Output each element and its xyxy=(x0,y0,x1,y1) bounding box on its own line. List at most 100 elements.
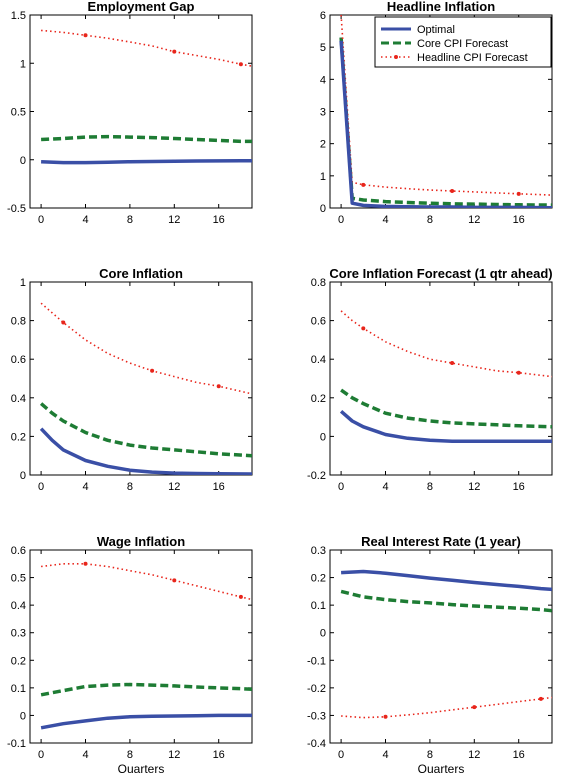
series-marker xyxy=(83,33,88,38)
series-marker xyxy=(238,594,243,599)
series-marker xyxy=(150,368,155,373)
x-tick-label: 16 xyxy=(213,214,225,226)
series-line-optimal xyxy=(341,569,552,592)
series-line-core-cpi-forecast xyxy=(40,682,252,697)
series-line-headline-cpi-forecast xyxy=(341,696,552,719)
legend: Optimal Core CPI Forecast Headline CPI For… xyxy=(374,16,552,68)
x-tick-label: 16 xyxy=(213,749,225,761)
y-tick-label: 5 xyxy=(320,42,326,54)
panel-title: Wage Inflation xyxy=(97,534,185,549)
x-axis-label: Quarters xyxy=(418,762,465,773)
series-line-headline-cpi-forecast xyxy=(41,562,252,601)
y-tick-label: 2 xyxy=(320,139,326,151)
x-tick-label: 16 xyxy=(513,481,525,493)
axes-box xyxy=(29,281,253,476)
y-tick-label: -0.5 xyxy=(7,203,26,215)
y-tick-label: 0.6 xyxy=(11,545,26,557)
y-tick-label: 0.4 xyxy=(311,354,326,366)
series-line-headline-cpi-forecast xyxy=(340,15,552,196)
x-tick-label: 4 xyxy=(382,749,388,761)
y-tick-label: 0.3 xyxy=(11,628,26,640)
y-tick-label: 0 xyxy=(320,431,326,443)
series-marker xyxy=(450,361,455,366)
y-tick-label: 0.4 xyxy=(11,600,26,612)
series-marker xyxy=(61,320,66,325)
series-marker xyxy=(516,191,521,196)
x-tick-label: 4 xyxy=(382,214,388,226)
series-group xyxy=(39,302,252,475)
panel-title: Headline Inflation xyxy=(387,0,495,14)
series-group xyxy=(40,561,252,730)
y-tick-label: -0.2 xyxy=(307,683,326,695)
y-tick-label: 0.8 xyxy=(11,316,26,328)
y-tick-label: 0.2 xyxy=(311,393,326,405)
x-tick-label: 8 xyxy=(427,749,433,761)
panel-4: Core Inflation Forecast (1 qtr ahead) -0.… xyxy=(307,266,553,493)
y-tick-label: -0.3 xyxy=(307,710,326,722)
x-tick-label: 12 xyxy=(468,749,480,761)
y-tick-label: 4 xyxy=(320,74,326,86)
series-marker xyxy=(83,561,88,566)
series-line-core-cpi-forecast xyxy=(39,402,252,458)
series-line-optimal xyxy=(41,158,252,165)
panel-1: Employment Gap -0.5 0 0.5 1 1.5 0 4 8 12 16 xyxy=(7,0,253,226)
x-tick-label: 16 xyxy=(513,749,525,761)
series-group xyxy=(339,310,552,443)
x-tick-label: 4 xyxy=(82,749,88,761)
panel-6: Real Interest Rate (1 year) -0.4 -0.3 -0.2 -… xyxy=(307,534,553,773)
legend-entry: Optimal xyxy=(417,24,455,36)
legend-marker xyxy=(394,55,398,59)
y-tick-label: 0 xyxy=(20,470,26,482)
y-tick-label: 3 xyxy=(320,107,326,119)
series-marker xyxy=(450,188,455,193)
panel-title: Core Inflation Forecast (1 qtr ahead) xyxy=(329,266,552,281)
series-marker xyxy=(516,370,521,375)
series-line-headline-cpi-forecast xyxy=(40,302,252,395)
y-tick-label: 1.5 xyxy=(11,10,26,22)
x-tick-label: 4 xyxy=(382,481,388,493)
y-tick-label: 0.8 xyxy=(311,277,326,289)
series-line-headline-cpi-forecast xyxy=(41,29,252,67)
x-tick-label: 8 xyxy=(427,481,433,493)
series-group xyxy=(339,15,552,208)
y-tick-label: -0.1 xyxy=(7,738,26,750)
series-group xyxy=(41,29,252,165)
legend-entry: Headline CPI Forecast xyxy=(417,52,528,64)
panel-3: Core Inflation 0 0.2 0.4 0.6 0.8 1 0 4 8 12 16 xyxy=(11,266,253,493)
y-tick-label: 1 xyxy=(20,58,26,70)
series-line-optimal xyxy=(39,427,252,475)
x-tick-label: 8 xyxy=(427,214,433,226)
y-tick-label: 0 xyxy=(20,155,26,167)
y-tick-label: 0.2 xyxy=(11,431,26,443)
x-tick-label: 16 xyxy=(213,481,225,493)
y-tick-label: 0.6 xyxy=(311,316,326,328)
x-tick-label: 12 xyxy=(168,214,180,226)
legend-entry: Core CPI Forecast xyxy=(417,38,508,50)
y-tick-label: 0.2 xyxy=(11,655,26,667)
y-tick-label: 0.4 xyxy=(11,393,26,405)
y-tick-label: -0.2 xyxy=(307,470,326,482)
series-line-core-cpi-forecast xyxy=(340,388,552,429)
series-line-core-cpi-forecast xyxy=(41,134,252,144)
series-marker xyxy=(361,182,366,187)
series-marker xyxy=(216,384,221,389)
panel-title: Real Interest Rate (1 year) xyxy=(361,534,521,549)
x-tick-label: 8 xyxy=(127,481,133,493)
x-tick-label: 8 xyxy=(127,214,133,226)
x-tick-label: 0 xyxy=(38,481,44,493)
y-tick-label: 0.3 xyxy=(311,545,326,557)
y-tick-label: 0 xyxy=(20,710,26,722)
series-marker xyxy=(238,62,243,67)
x-tick-label: 0 xyxy=(38,749,44,761)
series-marker xyxy=(172,49,177,54)
series-marker xyxy=(538,696,543,701)
y-tick-label: 0 xyxy=(320,203,326,215)
series-group xyxy=(340,569,552,719)
panel-title: Employment Gap xyxy=(88,0,195,14)
series-marker xyxy=(383,714,388,719)
y-tick-label: 0.5 xyxy=(11,107,26,119)
x-tick-label: 0 xyxy=(338,749,344,761)
y-tick-label: 6 xyxy=(320,10,326,22)
axes-box xyxy=(29,14,253,209)
